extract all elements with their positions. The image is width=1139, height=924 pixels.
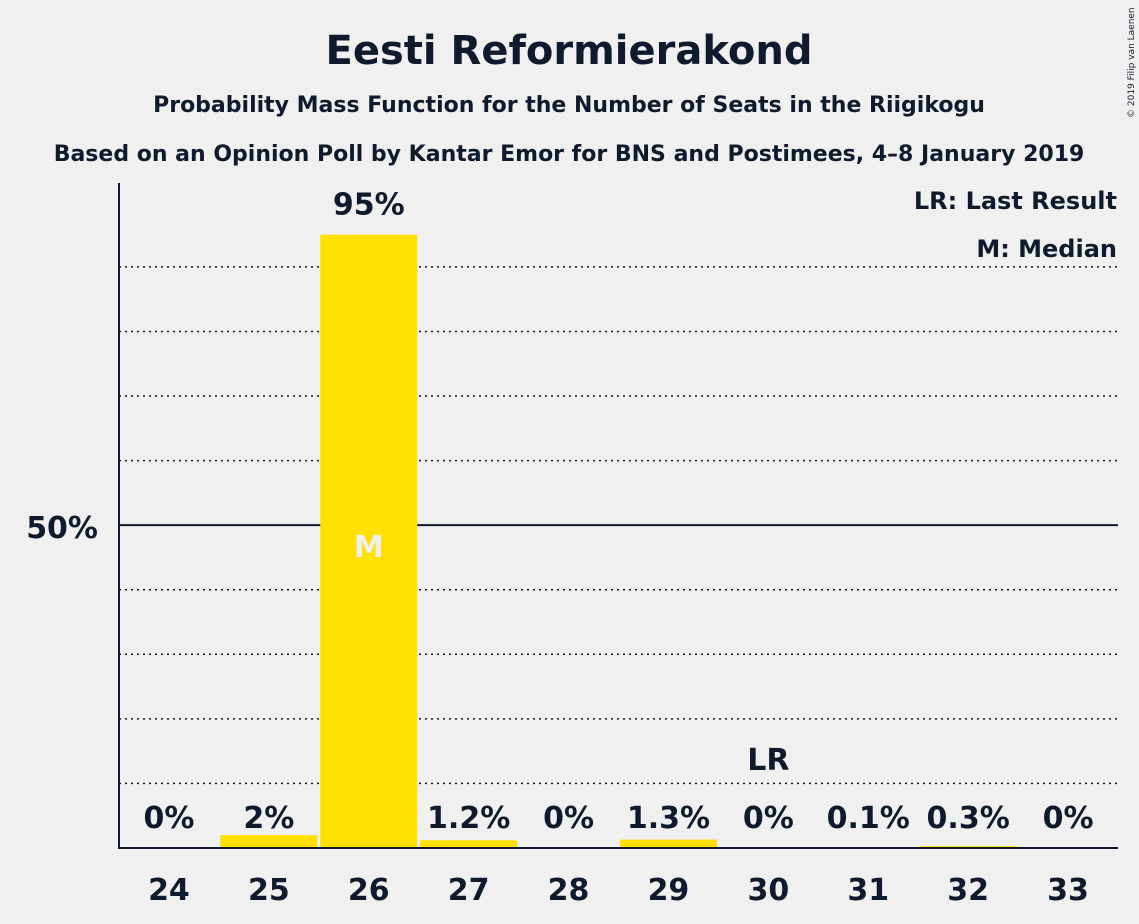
value-label-27: 1.2%: [427, 801, 510, 836]
x-tick-labels: 24 25 26 27 28 29 30 31 32 33: [148, 873, 1089, 908]
x-tick-label-27: 27: [448, 873, 490, 908]
value-label-33: 0%: [1043, 801, 1094, 836]
chart-title: Eesti Reformierakond: [326, 28, 813, 74]
x-tick-label-31: 31: [847, 873, 889, 908]
legend-median: M: Median: [976, 235, 1117, 263]
gridlines: [119, 266, 1118, 785]
bar-29: [619, 839, 717, 848]
value-label-31: 0.1%: [827, 801, 910, 836]
x-tick-label-24: 24: [148, 873, 190, 908]
copyright-note: © 2019 Filip van Laenen: [1127, 7, 1137, 118]
chart-subtitle: Probability Mass Function for the Number…: [153, 93, 985, 118]
x-tick-label-25: 25: [248, 873, 290, 908]
x-tick-label-33: 33: [1047, 873, 1089, 908]
x-tick-label-30: 30: [747, 873, 789, 908]
x-tick-label-32: 32: [947, 873, 989, 908]
x-tick-label-28: 28: [548, 873, 590, 908]
value-label-24: 0%: [143, 801, 194, 836]
median-marker: M: [354, 530, 384, 565]
value-label-30: 0%: [743, 801, 794, 836]
legend-last-result: LR: Last Result: [914, 187, 1117, 215]
x-tick-label-26: 26: [348, 873, 390, 908]
value-label-25: 2%: [243, 801, 294, 836]
value-label-29: 1.3%: [627, 801, 710, 836]
y-tick-label-50: 50%: [26, 511, 98, 546]
value-label-26: 95%: [333, 188, 405, 223]
last-result-marker: LR: [747, 743, 789, 778]
bar-26: [320, 234, 418, 848]
value-label-32: 0.3%: [927, 801, 1010, 836]
x-tick-label-29: 29: [648, 873, 690, 908]
value-label-28: 0%: [543, 801, 594, 836]
bars: [220, 234, 1017, 848]
bar-25: [220, 835, 318, 848]
value-labels: 0% 2% 95% M 1.2% 0% 1.3% 0% LR 0.1% 0.3% 0%: [143, 188, 1093, 836]
bar-27: [420, 840, 518, 848]
chart-subtitle-source: Based on an Opinion Poll by Kantar Emor …: [54, 142, 1085, 167]
